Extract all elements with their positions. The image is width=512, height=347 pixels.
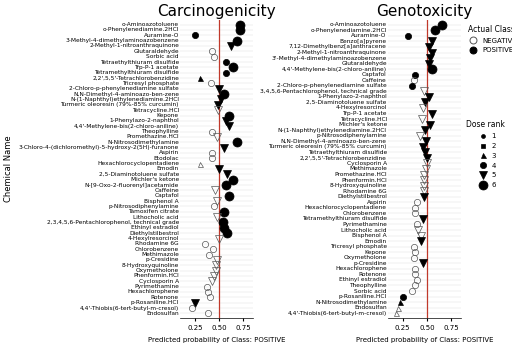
Title: Carcinogenicity: Carcinogenicity: [157, 4, 276, 19]
X-axis label: Predicted probability of Class: POSITIVE: Predicted probability of Class: POSITIVE: [356, 337, 493, 343]
Title: Genotoxicity: Genotoxicity: [376, 4, 473, 19]
Y-axis label: Chemical Name: Chemical Name: [4, 136, 13, 202]
X-axis label: Predicted probability of Class: POSITIVE: Predicted probability of Class: POSITIVE: [148, 337, 286, 343]
Legend: 1, 2, 3, 4, 5, 6: 1, 2, 3, 4, 5, 6: [465, 119, 507, 190]
